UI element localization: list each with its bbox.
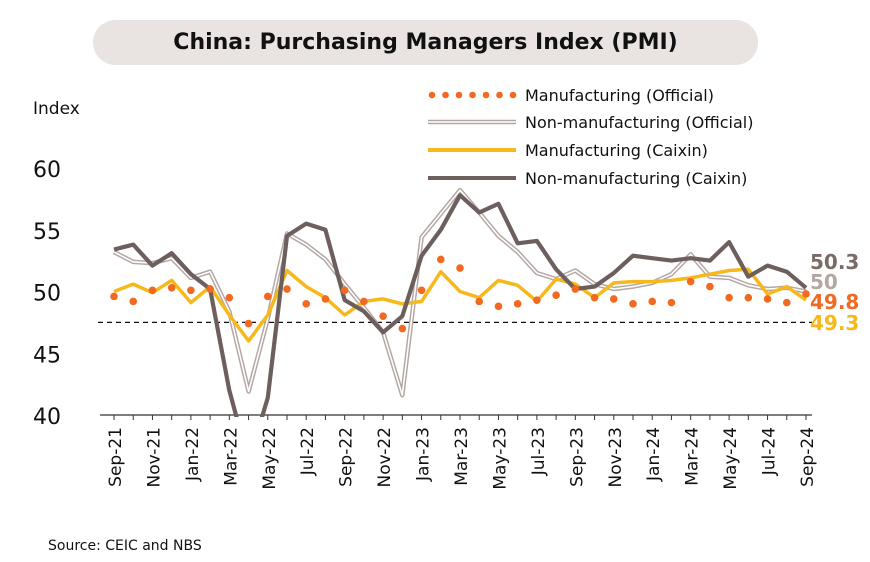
- y-tick-label: 50: [33, 282, 61, 307]
- x-tick-label: Nov-21: [144, 427, 164, 488]
- x-tick-label: Jul-24: [760, 427, 780, 476]
- data-point-mfg-official: [456, 264, 464, 272]
- data-point-mfg-official: [533, 296, 541, 304]
- y-axis-label: Index: [33, 99, 80, 119]
- series-line-nonmfg-caixin: [113, 193, 808, 417]
- data-point-mfg-official: [263, 292, 272, 301]
- source-note: Source: CEIC and NBS: [48, 538, 202, 554]
- legend-label: Manufacturing (Caixin): [525, 141, 708, 160]
- data-point-mfg-official: [110, 292, 118, 301]
- end-value-label: 49.3: [810, 311, 859, 335]
- data-point-mfg-official: [360, 297, 368, 306]
- data-point-mfg-official: [129, 297, 138, 306]
- x-tick-label: Mar-24: [683, 427, 703, 486]
- data-point-mfg-official: [609, 295, 618, 303]
- legend-swatch-mfg-official: [509, 91, 517, 99]
- x-tick-label: Sep-22: [337, 427, 357, 487]
- end-value-label: 50.3: [810, 250, 859, 274]
- series-line-nonmfg-official-inner: [113, 189, 807, 397]
- data-point-mfg-official: [494, 302, 503, 311]
- y-tick-label: 45: [33, 343, 61, 368]
- x-tick-label: May-22: [260, 427, 280, 490]
- data-point-mfg-official: [340, 286, 349, 295]
- data-point-mfg-official: [417, 286, 426, 295]
- data-point-mfg-official: [725, 293, 733, 302]
- legend-label: Non-manufacturing (Official): [525, 113, 753, 132]
- data-point-mfg-official: [244, 319, 253, 328]
- chart-title: China: Purchasing Managers Index (PMI): [93, 20, 758, 65]
- data-point-mfg-official: [590, 293, 599, 302]
- y-tick-label: 55: [33, 220, 61, 245]
- data-point-mfg-official: [744, 293, 753, 302]
- data-point-mfg-official: [321, 295, 330, 303]
- x-tick-label: Mar-22: [221, 427, 241, 486]
- x-tick-label: Jan-24: [644, 427, 664, 482]
- data-point-mfg-official: [802, 290, 810, 298]
- data-point-mfg-official: [398, 324, 407, 333]
- data-point-mfg-official: [648, 297, 657, 306]
- legend-label: Manufacturing (Official): [525, 86, 714, 105]
- data-point-mfg-official: [379, 312, 387, 321]
- legend-swatch-mfg-official: [428, 91, 436, 99]
- data-point-mfg-official: [436, 255, 445, 264]
- data-point-mfg-official: [667, 298, 676, 307]
- x-tick-label: Sep-24: [798, 427, 818, 487]
- end-value-label: 49.8: [810, 290, 859, 314]
- data-point-mfg-official: [148, 286, 157, 295]
- legend-swatch-mfg-official: [496, 91, 503, 99]
- legend-swatch-mfg-official: [455, 91, 463, 99]
- y-tick-label: 40: [33, 405, 61, 430]
- data-point-mfg-official: [475, 297, 484, 306]
- x-tick-label: Jul-23: [529, 427, 549, 476]
- data-point-mfg-official: [513, 300, 522, 308]
- data-point-mfg-official: [552, 291, 560, 300]
- x-tick-label: Jul-22: [298, 427, 318, 476]
- data-point-mfg-official: [629, 300, 637, 308]
- data-point-mfg-official: [283, 285, 291, 293]
- y-tick-label: 60: [33, 158, 61, 183]
- data-point-mfg-official: [686, 277, 695, 286]
- x-tick-label: Nov-23: [606, 427, 626, 488]
- x-tick-label: May-24: [721, 427, 741, 490]
- data-point-mfg-official: [782, 298, 791, 307]
- data-point-mfg-official: [167, 283, 176, 292]
- legend-swatch-mfg-official: [482, 91, 490, 99]
- x-tick-label: Nov-22: [375, 427, 395, 488]
- data-point-mfg-official: [187, 286, 195, 295]
- legend-swatch-mfg-official: [442, 91, 449, 99]
- x-tick-label: Jan-23: [414, 427, 434, 482]
- end-value-label: 50: [810, 270, 838, 294]
- data-point-mfg-official: [763, 295, 772, 303]
- data-point-mfg-official: [225, 293, 234, 302]
- legend-swatch-mfg-official: [469, 91, 476, 99]
- data-point-mfg-official: [706, 282, 714, 291]
- data-point-mfg-official: [302, 300, 311, 308]
- x-tick-label: Sep-23: [567, 427, 587, 487]
- data-point-mfg-official: [571, 285, 580, 293]
- legend-label: Non-manufacturing (Caixin): [525, 169, 747, 188]
- data-point-mfg-official: [206, 285, 214, 293]
- x-tick-label: Sep-21: [106, 427, 126, 487]
- x-tick-label: May-23: [490, 427, 510, 490]
- x-tick-label: Jan-22: [183, 427, 203, 482]
- x-tick-label: Mar-23: [452, 427, 472, 486]
